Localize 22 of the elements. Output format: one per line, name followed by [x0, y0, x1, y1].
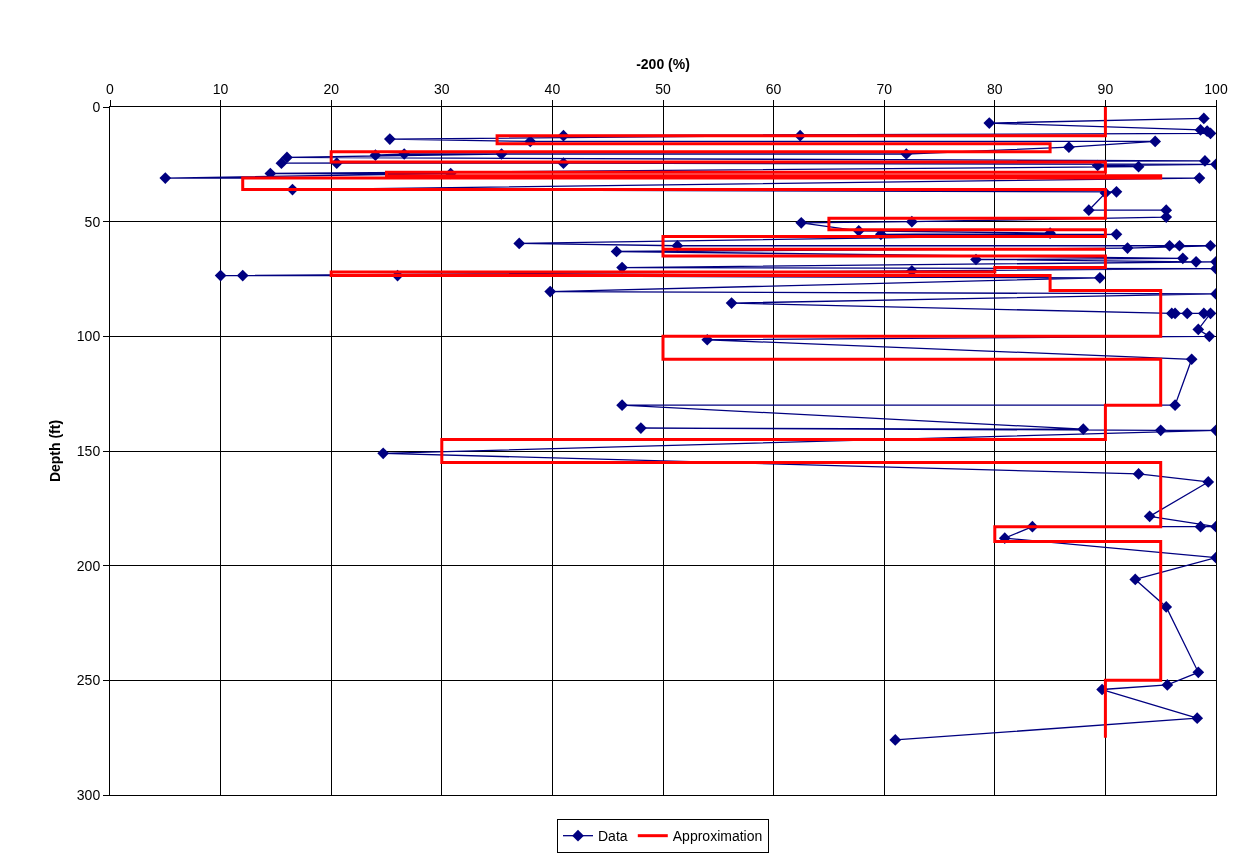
y-axis-title: Depth (ft): [47, 419, 64, 483]
x-tick-label: 30: [434, 81, 450, 98]
y-tick-label: 300: [76, 786, 101, 803]
y-tick-label: 200: [76, 557, 101, 574]
y-tick-label: 150: [76, 442, 101, 459]
x-tick-label: 10: [212, 81, 229, 98]
x-tick-label: 50: [655, 81, 671, 98]
x-tick-label: 70: [876, 81, 893, 98]
y-tick-label: 50: [84, 213, 101, 230]
x-axis-title: -200 (%): [636, 56, 690, 72]
x-tick-label: 100: [1204, 81, 1228, 98]
x-tick-label: 20: [323, 81, 340, 98]
y-tick-label: 0: [92, 98, 101, 115]
x-tick-label: 90: [1097, 81, 1114, 98]
legend-label: Approximation: [672, 828, 763, 845]
legend-label: Data: [598, 828, 628, 845]
x-tick-label: 80: [987, 81, 1003, 98]
x-tick-label: 60: [765, 81, 782, 98]
x-tick-label: 0: [106, 81, 115, 98]
x-tick-label: 40: [544, 81, 561, 98]
y-tick-label: 250: [76, 672, 101, 689]
y-tick-label: 100: [76, 328, 101, 345]
